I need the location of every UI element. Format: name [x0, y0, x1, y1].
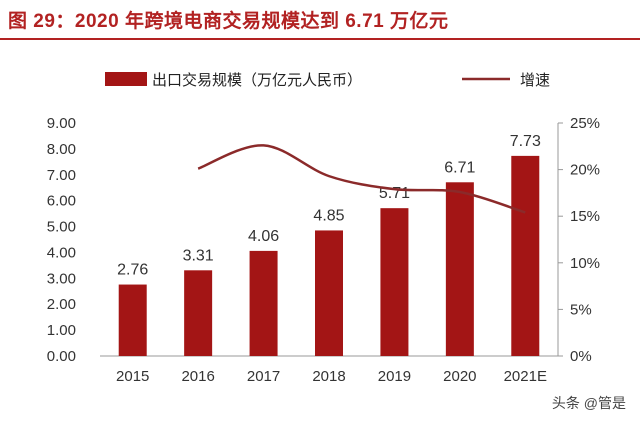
x-tick-label: 2019: [378, 368, 411, 385]
left-tick-label: 5.00: [47, 219, 76, 236]
legend-bar-swatch: [105, 72, 147, 86]
right-tick-label: 25%: [570, 115, 600, 132]
x-tick-label: 2015: [116, 368, 149, 385]
x-tick-label: 2016: [181, 368, 214, 385]
right-tick-label: 15%: [570, 208, 600, 225]
growth-line: [197, 144, 526, 214]
left-tick-label: 1.00: [47, 322, 76, 339]
bar-value-label: 2.76: [117, 262, 148, 279]
bar-value-label: 6.71: [444, 159, 475, 176]
x-tick-label: 2018: [312, 368, 345, 385]
legend-bar-label: 出口交易规模（万亿元人民币）: [152, 71, 362, 89]
bar: [249, 250, 278, 356]
bar-value-label: 4.06: [248, 228, 279, 245]
x-tick-label: 2020: [443, 368, 476, 385]
bar-value-label: 7.73: [510, 133, 541, 150]
right-tick-label: 10%: [570, 255, 600, 272]
bar-value-label: 3.31: [183, 247, 214, 264]
left-tick-label: 0.00: [47, 348, 76, 365]
right-tick-label: 20%: [570, 162, 600, 179]
left-tick-label: 8.00: [47, 141, 76, 158]
right-tick-label: 0%: [570, 348, 592, 365]
bar: [315, 230, 343, 356]
left-tick-label: 9.00: [47, 115, 76, 132]
left-tick-label: 3.00: [47, 270, 76, 287]
bar: [184, 270, 213, 356]
legend-line-label: 增速: [520, 72, 550, 89]
bar: [118, 284, 147, 356]
left-tick-label: 7.00: [47, 167, 76, 184]
right-tick-label: 5%: [570, 301, 592, 318]
bar: [445, 182, 474, 356]
bar-value-label: 4.85: [313, 207, 344, 224]
watermark: 头条 @管是: [551, 395, 626, 411]
x-tick-label: 2021E: [504, 368, 547, 385]
figure-title: 图 29：2020 年跨境电商交易规模达到 6.71 万亿元: [8, 11, 449, 32]
left-tick-label: 6.00: [47, 193, 76, 210]
left-tick-label: 2.00: [47, 296, 76, 313]
bar: [380, 208, 409, 356]
bar: [511, 155, 540, 356]
x-tick-label: 2017: [247, 368, 280, 385]
title-rule: [0, 38, 640, 40]
left-tick-label: 4.00: [47, 244, 76, 261]
